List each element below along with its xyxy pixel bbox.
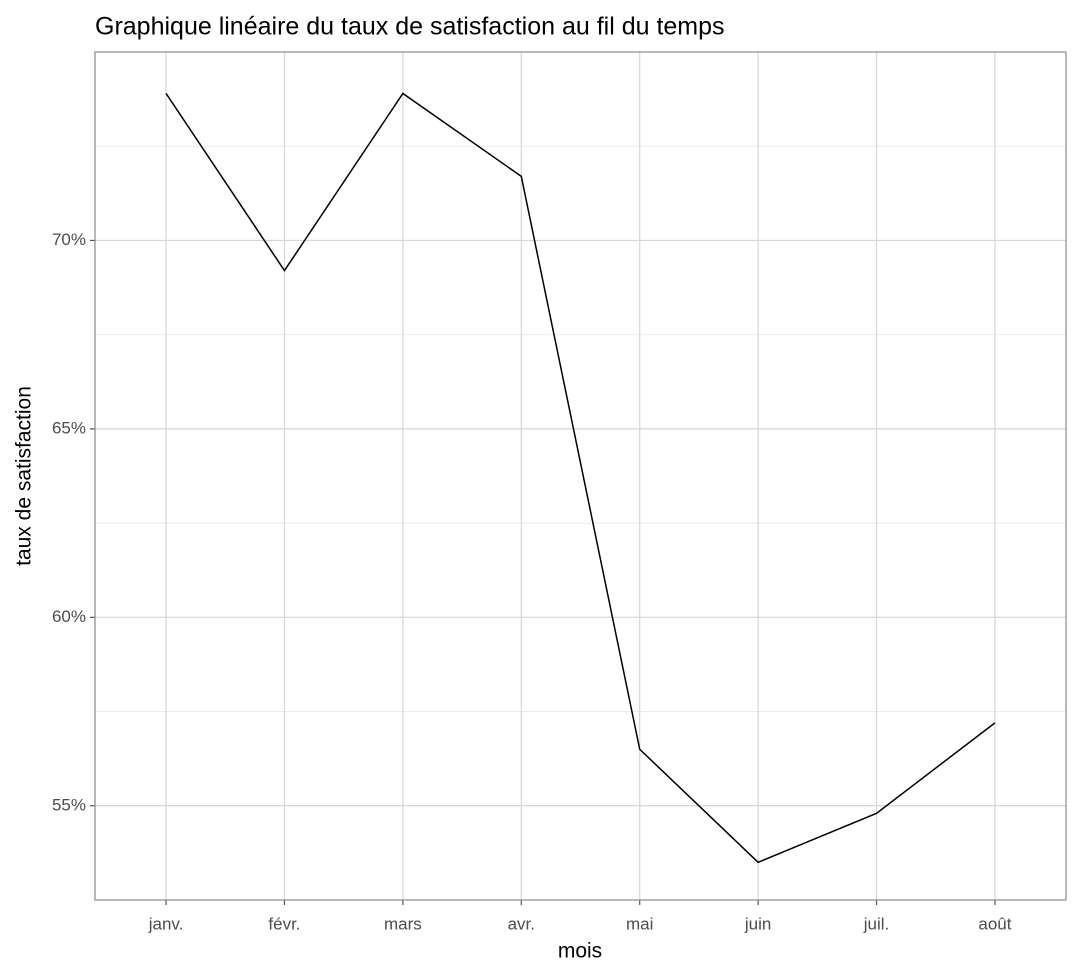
x-tick-label: mars (384, 914, 422, 933)
chart-title: Graphique linéaire du taux de satisfacti… (95, 13, 725, 41)
x-axis-label: mois (558, 940, 602, 963)
x-tick-label: mai (626, 914, 653, 933)
x-tick-label: août (978, 914, 1011, 933)
x-tick-label: janv. (148, 914, 184, 933)
y-tick-label: 70% (52, 230, 86, 249)
y-tick-label: 55% (52, 795, 86, 814)
x-tick-label: juin (744, 914, 771, 933)
x-tick-label: févr. (268, 914, 300, 933)
y-axis-label: taux de satisfaction (13, 386, 36, 566)
x-tick-label: juil. (863, 914, 890, 933)
line (165, 92, 996, 864)
panel-border (94, 51, 1067, 901)
y-tick-label: 60% (52, 607, 86, 626)
y-tick-label: 65% (52, 418, 86, 437)
x-tick-label: avr. (508, 914, 535, 933)
